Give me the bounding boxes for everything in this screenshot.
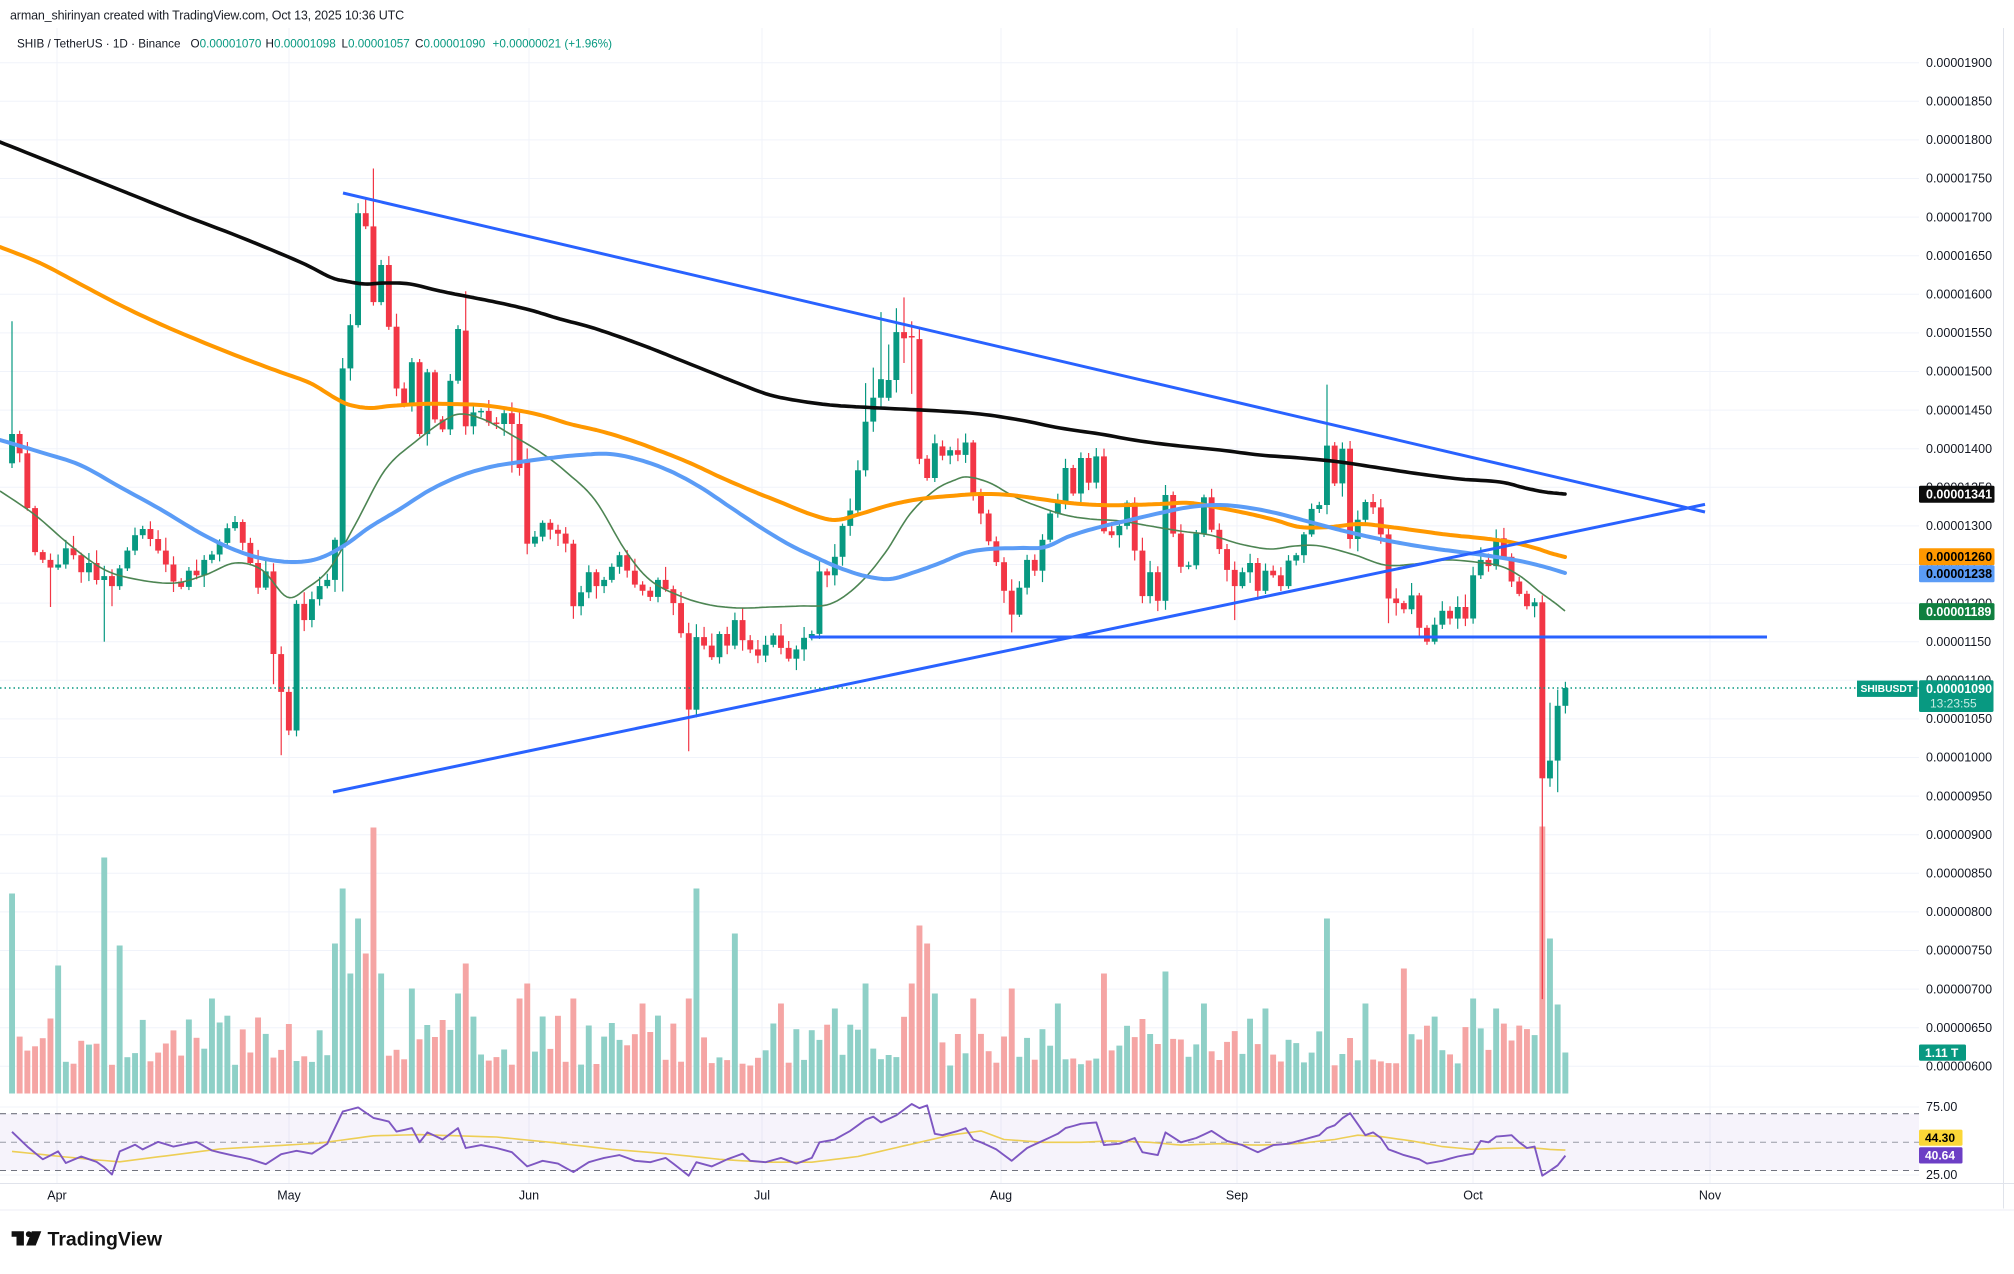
svg-text:0.00000600: 0.00000600 — [1926, 1060, 1992, 1074]
svg-text:0.00001341: 0.00001341 — [1926, 488, 1992, 502]
svg-text:0.00001260: 0.00001260 — [1926, 550, 1992, 564]
svg-text:0.00001050: 0.00001050 — [1926, 712, 1992, 726]
svg-text:0.00001550: 0.00001550 — [1926, 326, 1992, 340]
svg-text:Sep: Sep — [1226, 1189, 1248, 1203]
svg-text:0.00001450: 0.00001450 — [1926, 403, 1992, 417]
svg-text:0.00001000: 0.00001000 — [1926, 751, 1992, 765]
svg-text:0.00001090: 0.00001090 — [1926, 682, 1992, 696]
svg-text:0.00001650: 0.00001650 — [1926, 249, 1992, 263]
svg-text:44.30: 44.30 — [1925, 1131, 1955, 1145]
svg-text:SHIB / TetherUS · 1D · Binance: SHIB / TetherUS · 1D · Binance — [17, 38, 180, 51]
svg-text:0.00001800: 0.00001800 — [1926, 133, 1992, 147]
svg-text:40.64: 40.64 — [1925, 1149, 1955, 1163]
svg-text:75.00: 75.00 — [1926, 1100, 1957, 1114]
svg-text:L0.00001057: L0.00001057 — [342, 38, 410, 51]
svg-text:0.00000700: 0.00000700 — [1926, 982, 1992, 996]
svg-text:arman_shirinyan created with T: arman_shirinyan created with TradingView… — [10, 9, 404, 23]
svg-text:+0.00000021 (+1.96%): +0.00000021 (+1.96%) — [493, 38, 613, 51]
svg-text:25.00: 25.00 — [1926, 1168, 1957, 1182]
svg-text:0.00001189: 0.00001189 — [1926, 605, 1991, 619]
svg-text:May: May — [277, 1189, 301, 1203]
svg-text:Oct: Oct — [1463, 1189, 1483, 1203]
svg-text:O0.00001070: O0.00001070 — [191, 38, 262, 51]
svg-text:0.00001500: 0.00001500 — [1926, 365, 1992, 379]
svg-text:0.00000650: 0.00000650 — [1926, 1021, 1992, 1035]
svg-text:0.00000800: 0.00000800 — [1926, 905, 1992, 919]
svg-text:0.00001238: 0.00001238 — [1926, 567, 1992, 581]
svg-text:0.00001150: 0.00001150 — [1926, 635, 1991, 649]
svg-text:Aug: Aug — [990, 1189, 1012, 1203]
svg-text:0.00001600: 0.00001600 — [1926, 288, 1992, 302]
svg-text:C0.00001090: C0.00001090 — [415, 38, 486, 51]
svg-text:0.00001850: 0.00001850 — [1926, 95, 1992, 109]
svg-text:0.00000900: 0.00000900 — [1926, 828, 1992, 842]
svg-text:0.00000850: 0.00000850 — [1926, 867, 1992, 881]
svg-text:TradingView: TradingView — [48, 1229, 163, 1251]
svg-text:1.11 T: 1.11 T — [1925, 1046, 1959, 1060]
svg-text:0.00001750: 0.00001750 — [1926, 172, 1992, 186]
svg-text:13:23:55: 13:23:55 — [1930, 696, 1977, 710]
svg-text:0.00001900: 0.00001900 — [1926, 56, 1992, 70]
svg-text:0.00001300: 0.00001300 — [1926, 519, 1992, 533]
svg-text:Apr: Apr — [47, 1189, 66, 1203]
svg-text:0.00000950: 0.00000950 — [1926, 789, 1992, 803]
svg-text:SHIBUSDT: SHIBUSDT — [1861, 684, 1914, 695]
svg-text:0.00000750: 0.00000750 — [1926, 944, 1992, 958]
svg-text:H0.00001098: H0.00001098 — [266, 38, 336, 51]
svg-text:Jul: Jul — [754, 1189, 770, 1203]
svg-text:Nov: Nov — [1699, 1189, 1722, 1203]
svg-text:Jun: Jun — [519, 1189, 539, 1203]
svg-text:0.00001400: 0.00001400 — [1926, 442, 1992, 456]
svg-text:0.00001700: 0.00001700 — [1926, 210, 1992, 224]
